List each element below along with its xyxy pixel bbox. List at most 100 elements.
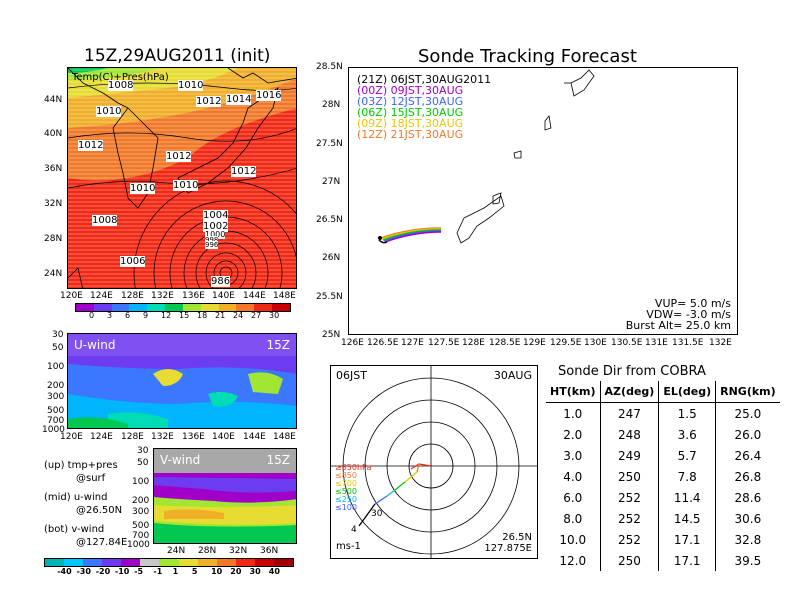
vwind-p-tick: 1000: [127, 540, 150, 550]
isobar-label: 1012: [196, 96, 222, 107]
track-lon-tick: 128.5E: [489, 338, 521, 348]
uwind-lon-tick: 124E: [90, 432, 113, 442]
track-legend-item: (03Z) 12JST,30AUG: [357, 95, 464, 108]
colorbar-swatch: [218, 304, 237, 311]
vwind-lat-tick: 24N: [167, 546, 186, 556]
sonde-dir-table: HT(km) AZ(deg) EL(deg) RNG(km) 1.0 247 1…: [546, 381, 780, 571]
uwind-lon-tick: 140E: [212, 432, 235, 442]
polar-level: ≤250: [335, 495, 357, 504]
uwind-p-tick: 500: [47, 406, 65, 416]
isobar-labels: 1008 1010 1012 1014 1016 1010 1012 1012 …: [68, 68, 296, 288]
burst-alt-text: Burst Alt= 25.0 km: [625, 319, 731, 332]
uwind-p-tick: 30: [52, 330, 64, 340]
colorbar-swatch: [197, 559, 217, 566]
uwind-time: 15Z: [266, 338, 291, 352]
table-cell: 8.0: [563, 511, 583, 526]
table-cell: 252: [599, 508, 659, 529]
colorbar-swatch: [83, 559, 103, 566]
isobar-label: 1014: [226, 94, 252, 105]
table-cell: 7.8: [658, 466, 716, 487]
table-cell: 250: [599, 550, 659, 571]
map-label: Temp(C)+Pres(hPa): [72, 72, 169, 83]
polar-units: ms-1: [336, 541, 361, 552]
uwind-p-tick: 1000: [42, 425, 65, 435]
colorbar-swatch: [147, 304, 166, 311]
isobar-label: 1012: [78, 140, 104, 151]
lat-tick: 40N: [44, 129, 63, 139]
colorbar-swatch: [64, 559, 84, 566]
colorbar-swatch: [102, 559, 122, 566]
colorbar-swatch: [235, 559, 255, 566]
track-lon-tick: 129.5E: [550, 338, 582, 348]
legend-note: (up) tmp+pres @surf: [44, 459, 118, 485]
polar-lat: 26.5N: [502, 532, 532, 543]
track-legend-item: (21Z) 06JST,30AUG2011: [357, 73, 492, 86]
table-cell: 25.0: [715, 402, 780, 424]
isobar-label: 1008: [92, 215, 118, 226]
colorbar-label: 3: [107, 311, 113, 320]
column-header: AZ(deg): [599, 381, 659, 403]
colorbar-label: 20: [230, 567, 242, 576]
vwind-time: 15Z: [266, 453, 291, 467]
table-cell: 3.6: [658, 424, 716, 445]
colorbar-label: 18: [197, 311, 208, 320]
colorbar-swatch: [93, 304, 112, 311]
vwind-panel: V-wind 15Z: [153, 448, 297, 544]
table-cell: 30.6: [715, 508, 780, 529]
table-cell: 5.7: [658, 445, 716, 466]
isobar-label: 996: [205, 241, 219, 249]
uwind-p-tick: 50: [52, 343, 64, 353]
polar-lon: 127.875E: [484, 543, 532, 554]
vwind-lat-tick: 36N: [260, 546, 279, 556]
polar-time: 06JST: [336, 369, 367, 382]
track-lon-tick: 127.5E: [428, 338, 460, 348]
isobar-label: 1010: [173, 180, 199, 191]
track-lon-tick: 127E: [401, 338, 424, 348]
table-cell: 10.0: [559, 532, 587, 547]
track-lon-tick: 131E: [645, 338, 668, 348]
track-lat-tick: 26.5N: [316, 215, 343, 225]
table-cell: 17.1: [658, 550, 716, 571]
colorbar-label: 21: [215, 311, 226, 320]
isobar-label: 1012: [231, 166, 257, 177]
table-cell: 248: [599, 424, 659, 445]
track-lon-tick: 126.5E: [367, 338, 399, 348]
uwind-p-tick: 700: [47, 416, 65, 426]
isobar-label: 1000: [205, 230, 226, 239]
lon-tick: 148E: [273, 291, 296, 301]
colorbar-swatch: [182, 304, 201, 311]
vwind-lat-tick: 32N: [229, 546, 248, 556]
table-cell: 11.4: [658, 487, 716, 508]
isobar-label: 1006: [120, 256, 146, 267]
colorbar-swatch: [200, 304, 219, 311]
colorbar-swatch: [140, 559, 160, 566]
vdw-text: VDW= -3.0 m/s: [646, 308, 731, 321]
colorbar-swatch: [254, 304, 273, 311]
table-cell: 39.5: [715, 550, 780, 571]
legend-note-line: @surf: [76, 473, 106, 484]
legend-note: (bot) v-wind @127.84E: [44, 523, 127, 549]
track-map: [378, 69, 595, 244]
uwind-plot: [68, 334, 296, 428]
table-cell: 3.0: [563, 448, 583, 463]
table-cell: 247: [599, 402, 659, 424]
track-lon-tick: 128E: [462, 338, 485, 348]
track-title: Sonde Tracking Forecast: [418, 46, 637, 67]
colorbar-swatch: [273, 559, 294, 566]
colorbar-swatch: [254, 559, 274, 566]
column-header: RNG(km): [715, 381, 780, 403]
isobar-label: 998: [205, 236, 219, 244]
uwind-panel: U-wind 15Z: [67, 333, 297, 429]
polar-plot: 4 30: [331, 366, 537, 558]
vup-text: VUP= 5.0 m/s: [654, 297, 731, 310]
colorbar-label: 12: [161, 311, 172, 320]
colorbar-label: 5: [191, 567, 198, 576]
colorbar-swatch: [111, 304, 130, 311]
vwind-p-tick: 100: [132, 477, 150, 487]
track-legend-item: (09Z) 18JST,30AUG: [357, 117, 464, 130]
table-row: 2.0 248 3.6 26.0: [546, 424, 780, 445]
polar-level: ≤500: [335, 487, 357, 496]
uwind-lon-tick: 144E: [243, 432, 266, 442]
vwind-p-tick: 50: [137, 458, 149, 468]
table-row: 3.0 249 5.7 26.4: [546, 445, 780, 466]
